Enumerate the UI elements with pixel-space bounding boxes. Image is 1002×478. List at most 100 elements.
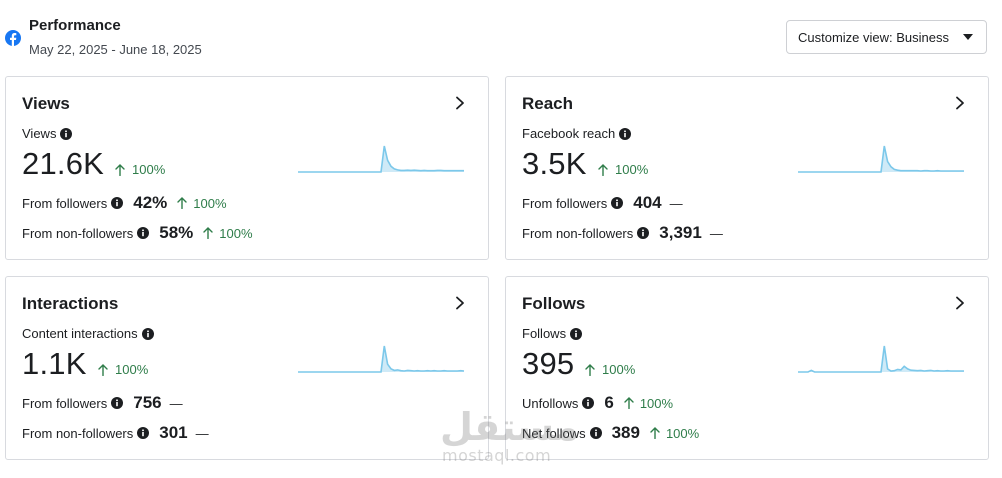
metric-change-value: 100%	[615, 162, 649, 177]
info-icon[interactable]	[137, 227, 150, 239]
arrow-up-icon	[115, 163, 125, 176]
no-change-dash: —	[709, 225, 723, 241]
metric-value: 21.6K	[22, 146, 105, 181]
chevron-right-icon[interactable]	[954, 296, 966, 310]
metric-change-value: 100%	[602, 362, 636, 377]
sparkline-chart	[298, 345, 465, 373]
metric-label: Views	[22, 126, 73, 141]
metric-label: Facebook reach	[522, 126, 632, 141]
breakdown-change-value: 100%	[639, 395, 674, 411]
info-icon[interactable]	[60, 127, 73, 140]
metric-change: 100%	[98, 362, 148, 377]
info-icon[interactable]	[141, 327, 154, 340]
breakdown-value: 58%	[159, 223, 194, 242]
breakdown-value: 389	[611, 423, 640, 442]
breakdown-row: From followers 404 —	[522, 193, 683, 213]
arrow-up-icon	[203, 227, 213, 239]
breakdown-change-value: 100%	[193, 195, 227, 211]
metric-change: 100%	[598, 162, 648, 177]
breakdown-label: Unfollows	[522, 395, 579, 411]
metric-change-value: 100%	[115, 362, 149, 377]
caret-down-icon	[963, 34, 973, 40]
metric-value: 3.5K	[522, 146, 587, 181]
no-change-dash: —	[195, 425, 209, 441]
breakdown-change: 100%	[650, 426, 699, 441]
metric-label-text: Content interactions	[22, 326, 138, 341]
sparkline-chart	[798, 145, 964, 173]
arrow-up-icon	[650, 427, 660, 439]
info-icon[interactable]	[111, 397, 124, 409]
breakdown-label: From non-followers	[22, 225, 134, 241]
arrow-up-icon	[624, 397, 634, 409]
card-title: Views	[22, 94, 70, 113]
breakdown-value: 404	[633, 193, 662, 212]
no-change-dash: —	[669, 195, 683, 211]
sparkline-line	[298, 145, 464, 173]
sparkline-line	[798, 145, 964, 173]
interactions-card[interactable]: Interactions Content interactions 1.1K 100%…	[5, 276, 489, 460]
metric-label-text: Views	[22, 126, 57, 141]
watermark-logo: مستقل mostaql.com	[440, 405, 579, 467]
arrow-up-icon	[98, 363, 108, 376]
watermark-arabic: مستقل	[440, 405, 579, 449]
chevron-right-icon[interactable]	[454, 96, 466, 110]
breakdown-row: From non-followers 3,391 —	[522, 223, 723, 243]
chevron-right-icon[interactable]	[454, 296, 466, 310]
info-icon[interactable]	[582, 397, 595, 409]
metric-label-text: Follows	[522, 326, 567, 341]
sparkline-line	[798, 345, 964, 373]
breakdown-value: 3,391	[659, 223, 702, 242]
info-icon[interactable]	[611, 197, 624, 209]
metric-label: Follows	[522, 326, 583, 341]
info-icon[interactable]	[589, 427, 602, 439]
metric-change: 100%	[115, 162, 165, 177]
breakdown-value: 301	[159, 423, 188, 442]
arrow-up-icon	[585, 363, 595, 376]
info-icon[interactable]	[137, 427, 150, 439]
watermark-latin: mostaql.com	[442, 446, 552, 465]
arrow-up-icon	[598, 163, 608, 176]
breakdown-row: From followers 756 —	[22, 393, 183, 413]
breakdown-row: Net follows 389 100%	[522, 423, 699, 443]
breakdown-change: 100%	[203, 225, 253, 241]
customize-view-label: Customize view: Business	[798, 29, 949, 45]
metric-change-value: 100%	[132, 162, 166, 177]
card-title: Interactions	[22, 294, 119, 313]
no-change-dash: —	[169, 395, 183, 411]
metric-value: 1.1K	[22, 346, 87, 381]
breakdown-change: 100%	[624, 396, 673, 411]
card-title: Reach	[522, 94, 574, 113]
info-icon[interactable]	[619, 127, 632, 140]
breakdown-row: From followers 42% 100%	[22, 193, 227, 213]
breakdown-change-value: 100%	[219, 225, 253, 241]
page-header: Performance May 22, 2025 - June 18, 2025…	[0, 0, 1002, 70]
sparkline-line	[298, 345, 465, 373]
sparkline-chart	[298, 145, 464, 173]
info-icon[interactable]	[637, 227, 650, 239]
breakdown-value: 42%	[133, 193, 168, 212]
metric-value: 395	[522, 346, 575, 381]
follows-card[interactable]: Follows Follows 395 100% Unfollows 6 100% Net f…	[505, 276, 989, 460]
customize-view-dropdown[interactable]: Customize view: Business	[786, 20, 987, 54]
breakdown-value: 6	[604, 393, 614, 412]
chevron-right-icon[interactable]	[954, 96, 966, 110]
breakdown-label: From followers	[522, 195, 608, 211]
breakdown-label: From followers	[22, 195, 108, 211]
metric-label-text: Facebook reach	[522, 126, 616, 141]
reach-card[interactable]: Reach Facebook reach 3.5K 100% From follower…	[505, 76, 989, 260]
breakdown-row: From non-followers 58% 100%	[22, 223, 253, 243]
breakdown-label: From followers	[22, 395, 108, 411]
facebook-icon	[5, 30, 21, 46]
sparkline-chart	[798, 345, 964, 373]
arrow-up-icon	[177, 197, 187, 209]
date-range: May 22, 2025 - June 18, 2025	[29, 42, 202, 57]
page-title: Performance	[29, 17, 121, 34]
info-icon[interactable]	[570, 327, 583, 340]
metric-label: Content interactions	[22, 326, 154, 341]
metric-change: 100%	[585, 362, 635, 377]
views-card[interactable]: Views Views 21.6K 100% From followers 42% 100%…	[5, 76, 489, 260]
breakdown-value: 756	[133, 393, 162, 412]
breakdown-label: From non-followers	[522, 225, 634, 241]
info-icon[interactable]	[111, 197, 124, 209]
breakdown-label: From non-followers	[22, 425, 134, 441]
